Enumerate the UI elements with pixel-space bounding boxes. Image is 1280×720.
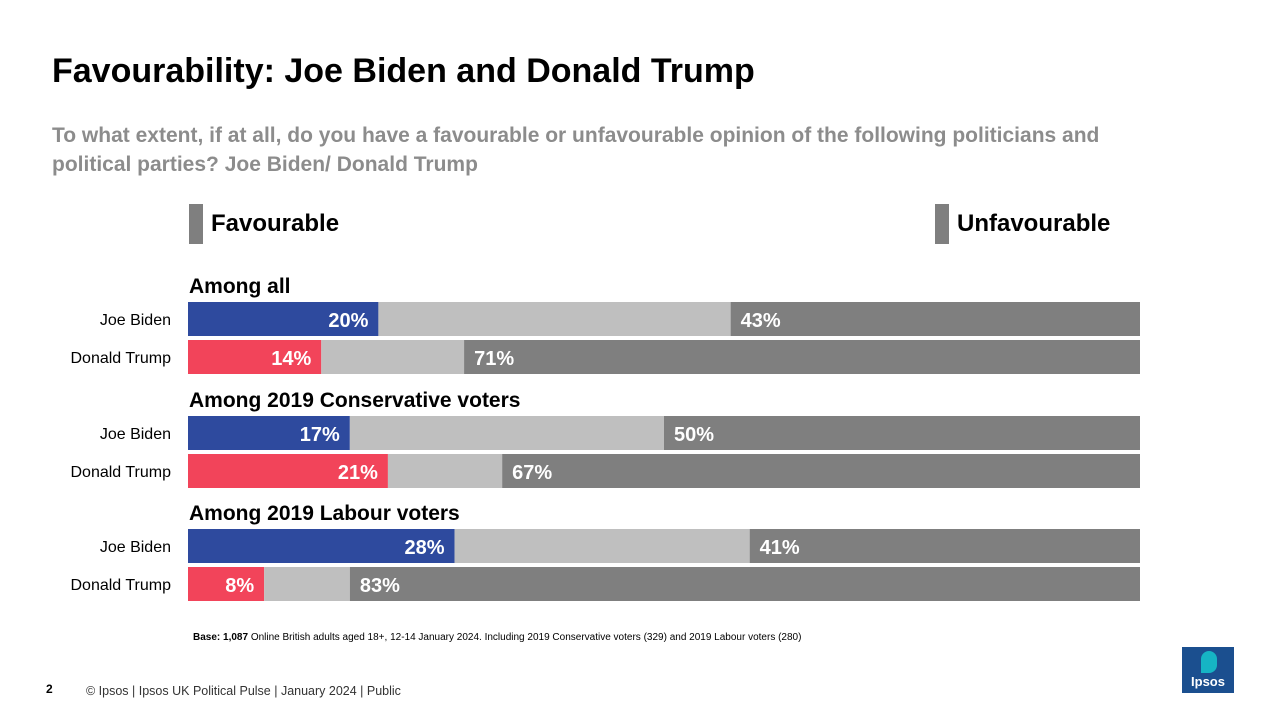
data-label-favourable: 17% [300, 424, 340, 446]
page-number: 2 [46, 682, 53, 696]
legend-favourable: Favourable [189, 204, 339, 244]
row-label: Donald Trump [71, 577, 172, 594]
group-title: Among all [189, 275, 291, 298]
footer-text: © Ipsos | Ipsos UK Political Pulse | Jan… [86, 684, 401, 698]
row-label: Donald Trump [71, 464, 172, 481]
legend-favourable-label: Favourable [211, 210, 340, 237]
row-label: Donald Trump [71, 350, 172, 367]
data-label-unfavourable: 83% [360, 575, 400, 597]
legend-unfavourable-label: Unfavourable [957, 210, 1111, 237]
page-title: Favourability: Joe Biden and Donald Trum… [52, 52, 755, 90]
bar-favourable [188, 454, 388, 488]
legend-unfavourable: Unfavourable [935, 204, 1110, 244]
group-title: Among 2019 Labour voters [189, 502, 460, 525]
data-label-favourable: 8% [225, 575, 254, 597]
legend-favourable-swatch [189, 204, 203, 244]
bar-favourable [188, 529, 455, 563]
ipsos-logo-text: Ipsos [1191, 674, 1225, 689]
favourability-chart: Among all Joe Biden 20% 43% Donald Trump 14% 7… [71, 275, 1141, 601]
row-label: Joe Biden [100, 312, 171, 329]
bar-neutral [321, 340, 465, 374]
bar-neutral [387, 454, 503, 488]
row-label: Joe Biden [100, 426, 171, 443]
bar-neutral [264, 567, 350, 601]
bar-unfavourable [730, 302, 1140, 336]
survey-question: To what extent, if at all, do you have a… [52, 124, 1100, 176]
data-label-favourable: 20% [328, 310, 368, 332]
row-label: Joe Biden [100, 539, 171, 556]
bar-neutral [454, 529, 750, 563]
bar-neutral [378, 302, 731, 336]
bar-favourable [188, 567, 265, 601]
bar-neutral [349, 416, 664, 450]
bar-favourable [188, 416, 350, 450]
base-note: Base: 1,087 Online British adults aged 1… [193, 632, 801, 643]
data-label-favourable: 28% [405, 537, 445, 559]
data-label-unfavourable: 43% [741, 310, 781, 332]
ipsos-logo: Ipsos [1182, 647, 1234, 693]
data-label-unfavourable: 50% [674, 424, 714, 446]
data-label-favourable: 14% [271, 348, 311, 370]
legend-unfavourable-swatch [935, 204, 949, 244]
bar-favourable [188, 340, 322, 374]
base-note-label: Base: 1,087 [193, 632, 249, 643]
bar-unfavourable [502, 454, 1140, 488]
bar-unfavourable [664, 416, 1140, 450]
bar-unfavourable [464, 340, 1141, 374]
bar-unfavourable [349, 567, 1141, 601]
data-label-unfavourable: 67% [512, 462, 552, 484]
data-label-favourable: 21% [338, 462, 378, 484]
data-label-unfavourable: 41% [760, 537, 800, 559]
group-title: Among 2019 Conservative voters [189, 389, 520, 412]
ipsos-logo-mark [1201, 651, 1217, 673]
data-label-unfavourable: 71% [474, 348, 514, 370]
bar-unfavourable [749, 529, 1140, 563]
bar-favourable [188, 302, 379, 336]
base-note-text: Online British adults aged 18+, 12-14 Ja… [248, 632, 802, 643]
